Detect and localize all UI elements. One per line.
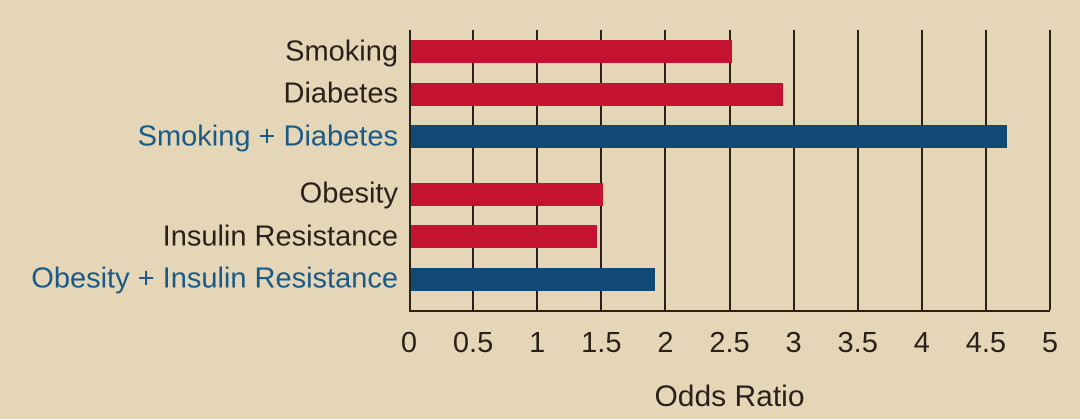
x-tick-label-2: 2	[657, 327, 674, 359]
x-tick-label-4-5: 4.5	[965, 327, 1007, 359]
gridline-2	[664, 30, 667, 310]
gridline-4-5	[984, 30, 987, 310]
plot-area	[409, 30, 1051, 312]
gridline-4	[920, 30, 923, 310]
bar-insulin-resistance	[411, 225, 597, 248]
x-tick-label-1-5: 1.5	[581, 327, 622, 359]
x-tick-label-3: 3	[785, 327, 802, 359]
gridline-5	[1049, 30, 1051, 310]
category-label-smoking-diabetes: Smoking + Diabetes	[137, 120, 398, 152]
bar-smoking	[411, 40, 732, 63]
category-label-insulin-resistance: Insulin Resistance	[162, 220, 398, 252]
bar-obesity-insulin-resistance	[411, 267, 655, 291]
x-tick-label-0-5: 0.5	[452, 327, 494, 359]
category-label-obesity: Obesity	[299, 177, 398, 210]
gridline-1	[536, 30, 539, 310]
gridline-3-5	[856, 30, 859, 310]
gridline-1-5	[600, 30, 603, 310]
x-tick-label-3-5: 3.5	[837, 327, 878, 359]
x-tick-label-4: 4	[913, 327, 930, 359]
gridline-2-5	[728, 30, 731, 310]
bar-obesity	[411, 182, 604, 206]
category-label-obesity-insulin-resistance: Obesity + Insulin Resistance	[31, 262, 398, 295]
gridline-0-5	[472, 30, 475, 310]
x-tick-label-0: 0	[400, 327, 418, 359]
x-tick-label-2-5: 2.5	[709, 327, 750, 359]
x-tick-label-5: 5	[1041, 327, 1059, 359]
gridline-3	[792, 30, 795, 310]
x-tick-label-1: 1	[529, 327, 546, 359]
gridline-0	[409, 30, 411, 310]
category-label-smoking: Smoking	[285, 35, 398, 67]
x-axis-title: Odds Ratio	[654, 380, 805, 413]
bar-diabetes	[411, 82, 783, 106]
bar-smoking-diabetes	[411, 125, 1008, 148]
category-label-diabetes: Diabetes	[283, 77, 398, 110]
